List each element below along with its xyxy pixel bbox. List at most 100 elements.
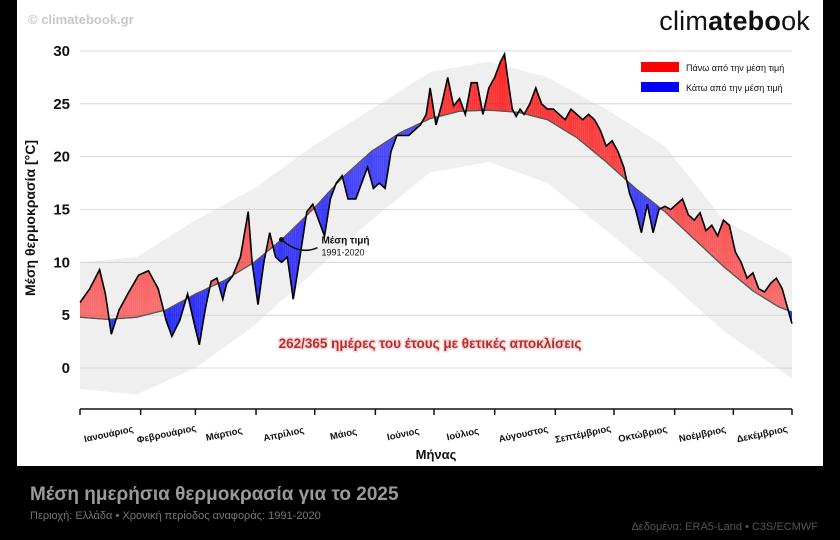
- above-fill: [702, 218, 704, 249]
- above-fill: [770, 281, 773, 304]
- above-fill: [543, 105, 546, 120]
- above-fill: [80, 299, 82, 318]
- above-fill: [747, 276, 749, 288]
- above-fill: [95, 273, 98, 319]
- above-fill: [717, 230, 720, 263]
- above-fill: [590, 116, 593, 151]
- above-fill: [592, 117, 595, 153]
- above-fill: [85, 291, 88, 318]
- legend-below-label: Κάτω από την μέση τιμή: [686, 83, 783, 93]
- below-fill: [322, 196, 325, 236]
- above-fill: [547, 109, 550, 121]
- above-fill: [614, 144, 616, 171]
- stats-text: 262/365 ημέρες του έτους με θετικές αποκ…: [279, 336, 582, 351]
- below-fill: [381, 143, 384, 187]
- below-fill: [357, 161, 360, 194]
- above-fill: [449, 86, 452, 114]
- above-fill: [549, 109, 552, 123]
- below-fill: [170, 306, 172, 337]
- above-fill: [158, 288, 161, 312]
- above-fill: [584, 116, 587, 146]
- above-fill: [571, 109, 573, 136]
- above-fill: [721, 220, 724, 267]
- above-fill: [146, 270, 149, 315]
- annotation-marker: [278, 237, 284, 243]
- above-fill: [684, 204, 687, 232]
- below-fill: [355, 163, 358, 199]
- above-fill: [492, 77, 495, 111]
- annotation-subtitle: 1991-2020: [321, 248, 364, 258]
- above-fill: [93, 277, 96, 319]
- above-fill: [148, 270, 151, 315]
- above-fill: [91, 281, 94, 319]
- above-fill: [555, 110, 558, 126]
- above-fill: [150, 274, 153, 314]
- above-fill: [680, 198, 683, 229]
- above-fill: [725, 221, 728, 270]
- x-tick-label: Φεβρουάριος: [136, 423, 197, 446]
- above-fill: [582, 117, 585, 145]
- above-fill: [737, 255, 740, 280]
- below-fill: [279, 239, 282, 263]
- above-fill: [576, 114, 579, 140]
- below-fill: [387, 140, 390, 176]
- mean-line: [79, 109, 793, 321]
- above-fill: [215, 278, 217, 285]
- below-fill: [191, 295, 194, 321]
- y-axis-title: Μέση θερμοκρασία [°C]: [22, 140, 38, 296]
- y-tick-label: 0: [62, 360, 70, 377]
- above-fill: [569, 109, 571, 135]
- above-fill: [123, 299, 125, 319]
- above-fill: [132, 281, 135, 318]
- below-fill: [179, 301, 182, 321]
- watermark: © climatebook.gr: [28, 12, 134, 27]
- y-tick-label: 25: [53, 96, 70, 113]
- x-tick-label: Σεπτέμβριος: [554, 423, 612, 446]
- below-fill: [373, 148, 376, 189]
- above-fill: [572, 110, 575, 137]
- below-fill: [639, 191, 642, 233]
- y-tick-label: 15: [53, 202, 70, 219]
- below-fill: [195, 293, 198, 337]
- x-tick-label: Ιούλιος: [446, 426, 480, 444]
- above-fill: [488, 84, 491, 111]
- below-fill: [379, 145, 382, 185]
- below-fill: [173, 304, 176, 333]
- above-fill: [557, 112, 560, 127]
- below-fill: [353, 165, 356, 199]
- above-fill: [772, 279, 775, 305]
- above-fill: [719, 225, 722, 265]
- above-fill: [156, 285, 159, 313]
- above-fill: [594, 119, 597, 154]
- below-fill: [175, 303, 178, 329]
- above-fill: [729, 225, 732, 273]
- below-fill: [375, 147, 378, 187]
- above-fill: [567, 112, 569, 133]
- above-fill: [535, 88, 538, 118]
- above-fill: [144, 271, 147, 316]
- above-fill: [711, 225, 714, 258]
- x-tick-label: Οκτώβριος: [617, 424, 668, 445]
- y-tick-label: 20: [53, 149, 70, 166]
- below-fill: [349, 169, 352, 199]
- below-fill: [348, 170, 350, 199]
- above-fill: [694, 217, 697, 241]
- below-fill: [406, 128, 409, 136]
- above-fill: [154, 281, 157, 313]
- below-fill: [367, 153, 370, 175]
- legend-above-label: Πάνω από την μέση τιμή: [686, 63, 784, 73]
- above-fill: [596, 123, 599, 156]
- above-fill: [760, 289, 763, 297]
- above-fill: [782, 288, 785, 309]
- x-tick-label: Νοέμβριος: [678, 424, 727, 445]
- above-fill: [682, 198, 685, 230]
- above-fill: [541, 103, 544, 119]
- above-fill: [754, 278, 757, 294]
- below-fill: [203, 289, 206, 322]
- x-tick-label: Απρίλιος: [263, 425, 306, 444]
- above-fill: [696, 215, 699, 243]
- above-fill: [670, 207, 673, 219]
- below-fill: [377, 146, 380, 185]
- below-fill: [404, 129, 407, 136]
- above-fill: [136, 275, 139, 318]
